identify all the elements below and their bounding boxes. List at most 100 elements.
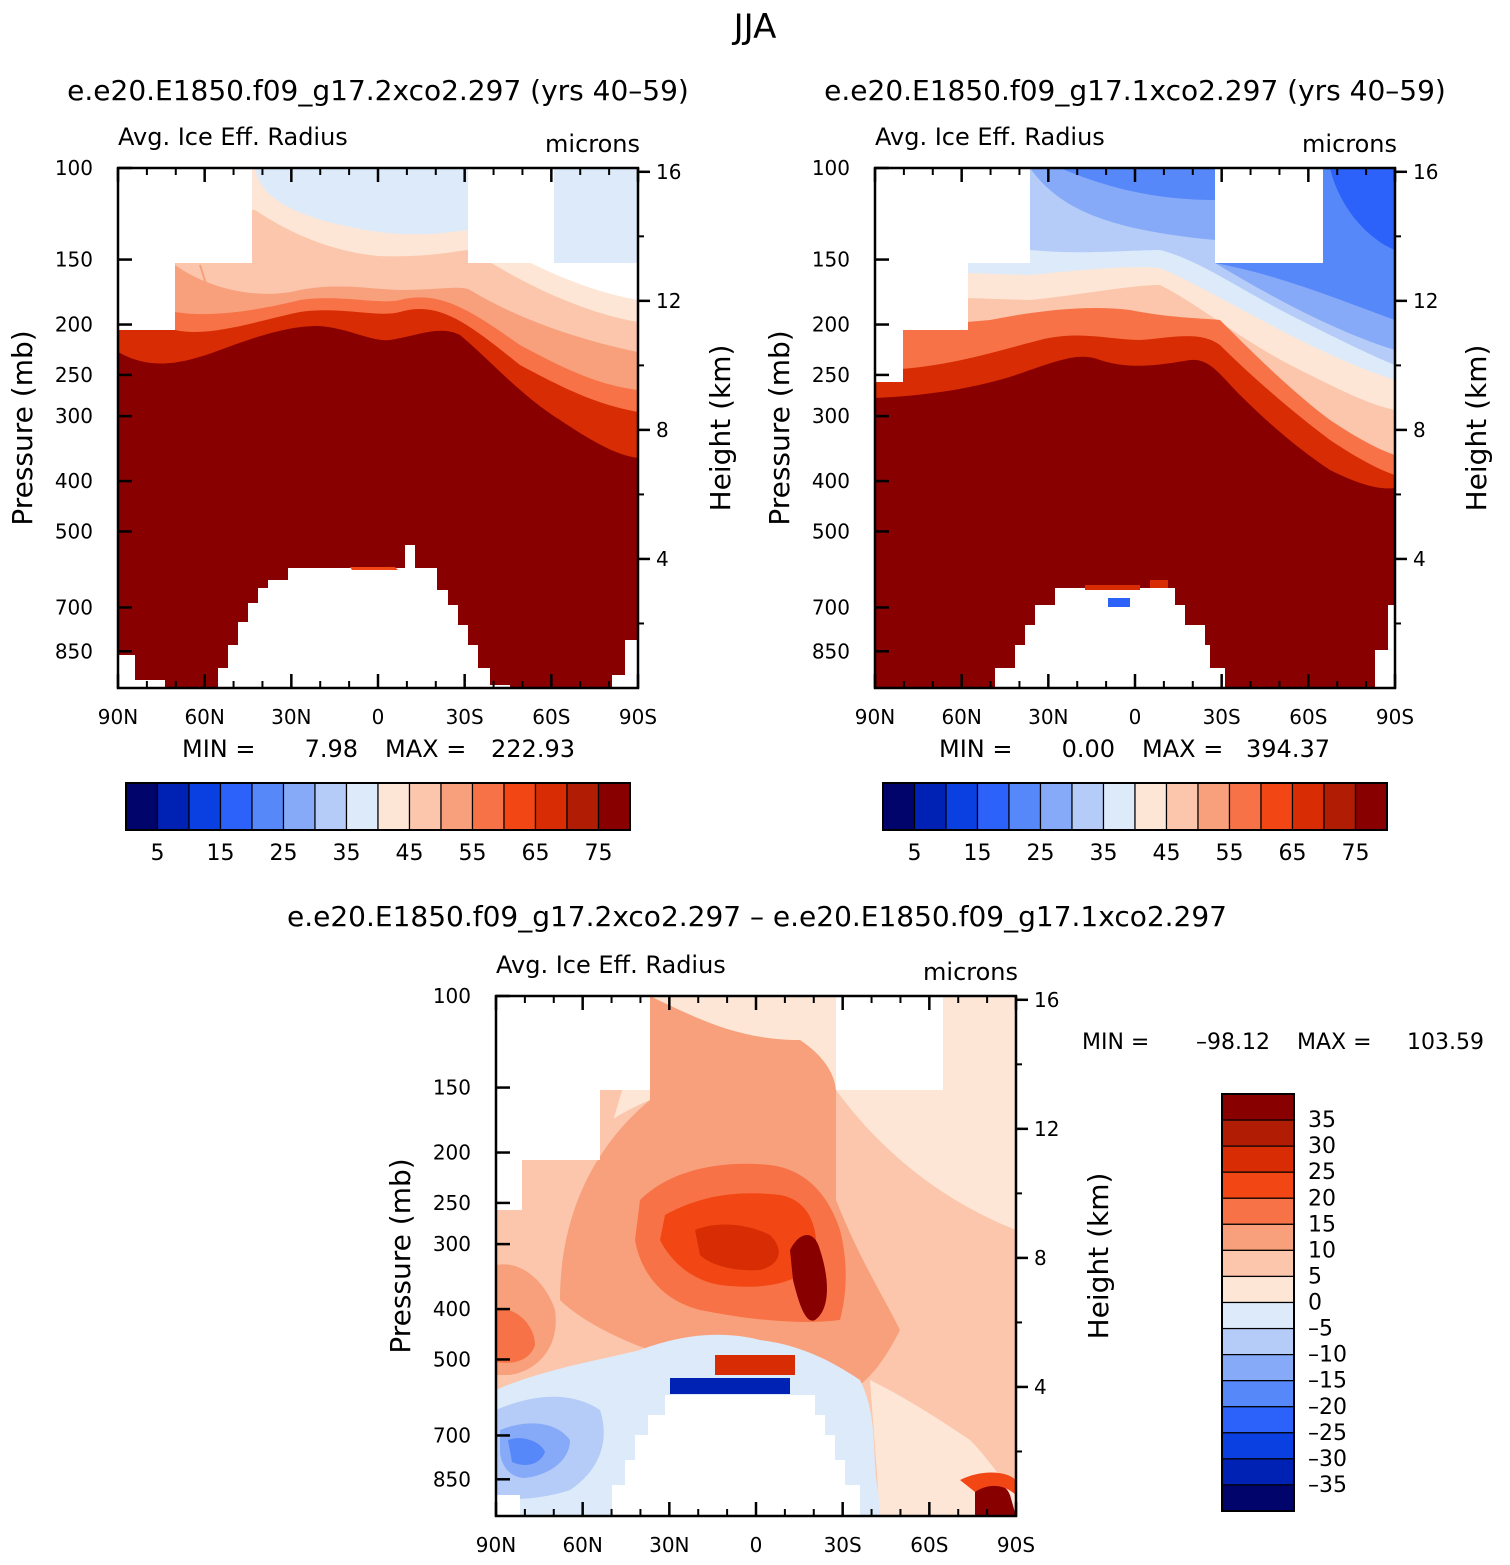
panel-3-spot-dipole-red — [715, 1355, 795, 1375]
panel-2-colorbar-label: 5 — [908, 841, 922, 866]
panel-3-colorbar-label: 15 — [1308, 1212, 1336, 1237]
panel-1-colorbar-swatch — [282, 782, 316, 831]
panel-1-ytick-label: 850 — [55, 639, 93, 663]
panel-1-xtick-label: 30N — [271, 705, 311, 729]
panel-1-colorbar-swatch — [125, 782, 159, 831]
panel-2-colorbar-frame — [882, 782, 1388, 831]
panel-1-colorbar-swatch — [219, 782, 253, 831]
panel-3-colorbar-label: 0 — [1308, 1291, 1322, 1316]
panel-2-colorbar-label: 75 — [1342, 841, 1370, 866]
panel-1-xtick-label: 60S — [532, 705, 570, 729]
panel-1-xtick-label: 60N — [184, 705, 224, 729]
panel-2-colorbar-swatch — [1354, 782, 1388, 831]
panel-3-ytick-label: 250 — [433, 1191, 471, 1215]
panel-3-variable: Avg. Ice Eff. Radius — [496, 951, 726, 979]
panel-2-xtick-label: 90S — [1376, 705, 1414, 729]
panel-1-ytick-label: 150 — [55, 248, 93, 272]
panel-2-xtick-label: 30N — [1028, 705, 1068, 729]
panel-1-colorbar-swatch — [345, 782, 379, 831]
panel-2-colorbar-swatch — [1102, 782, 1136, 831]
panel-3-y2tick-label: 4 — [1034, 1375, 1047, 1399]
panel-1-colorbar-swatch — [188, 782, 222, 831]
page-title: JJA — [732, 7, 777, 47]
panel-2-ytick-label: 850 — [812, 639, 850, 663]
panel-3: e.e20.E1850.f09_g17.2xco2.297 – e.e20.E1… — [287, 900, 1484, 1557]
panel-3-colorbar-label: –20 — [1308, 1395, 1347, 1420]
panel-2-ytick-label: 300 — [812, 404, 850, 428]
panel-3-min-label: MIN = — [1082, 1030, 1149, 1055]
panel-3-colorbar-label: –10 — [1308, 1343, 1347, 1368]
panel-2-ytick-label: 150 — [812, 248, 850, 272]
panel-3-spot-dipole-blue — [670, 1378, 790, 1394]
panel-2-xtick-label: 30S — [1203, 705, 1241, 729]
panel-2-units: microns — [1302, 130, 1397, 158]
panel-3-ytick-label: 700 — [433, 1423, 471, 1447]
panel-3-xtick-label: 90N — [476, 1533, 516, 1557]
panel-2-colorbar-label: 15 — [964, 841, 992, 866]
panel-1-colorbar-swatch — [251, 782, 285, 831]
panel-1-ytick-label: 200 — [55, 313, 93, 337]
panel-3-band-left-orange-core — [496, 1309, 535, 1363]
panel-1-y2tick-label: 16 — [656, 160, 681, 184]
panel-1-colorbar-swatch — [566, 782, 600, 831]
panel-1-colorbar-swatch — [597, 782, 631, 831]
panel-1-variable: Avg. Ice Eff. Radius — [118, 123, 348, 151]
panel-3-units: microns — [923, 958, 1018, 986]
panel-2-colorbar-swatch — [1197, 782, 1231, 831]
panel-3-colorbar-label: 25 — [1308, 1160, 1336, 1185]
panel-2-ylabel2: Height (km) — [1460, 345, 1493, 512]
panel-3-colorbar-label: –15 — [1308, 1369, 1347, 1394]
panel-2-ytick-label: 500 — [812, 519, 850, 543]
panel-1-ytick-label: 400 — [55, 469, 93, 493]
panel-3-xtick-label: 30S — [824, 1533, 862, 1557]
panel-3-colorbar-swatch — [1221, 1171, 1295, 1199]
panel-2-colorbar-swatch — [945, 782, 979, 831]
panel-3-colorbar-swatch — [1221, 1327, 1295, 1356]
panel-1-min-label: MIN = — [182, 735, 255, 763]
panel-1-y2tick-label: 12 — [656, 289, 681, 313]
panel-2-min-value: 0.00 — [1062, 735, 1115, 763]
panel-3-colorbar-swatch — [1221, 1197, 1295, 1225]
panel-3-band-orange-d — [695, 1224, 779, 1271]
panel-3-colorbar-swatch — [1221, 1432, 1295, 1460]
panel-2-colorbar-swatch — [1165, 782, 1199, 831]
panel-3-colorbar-swatch — [1221, 1145, 1295, 1173]
panel-3-axes: 90N 60N 30N 0 30S 60S 90S 100 150 200 250 300 400 500… — [433, 984, 1060, 1557]
panel-1-y2tick-label: 4 — [656, 547, 669, 571]
panel-2-y2tick-label: 16 — [1413, 160, 1438, 184]
panel-2-ytick-label: 200 — [812, 313, 850, 337]
panel-3-colorbar-label: –35 — [1308, 1473, 1347, 1498]
panel-1-ytick-label: 100 — [55, 156, 93, 180]
panel-3-xtick-label: 30N — [649, 1533, 689, 1557]
panel-2-title: e.e20.E1850.f09_g17.1xco2.297 (yrs 40–59… — [824, 74, 1446, 107]
panel-2-colorbar-label: 45 — [1153, 841, 1181, 866]
panel-1-colorbar: 5 15 25 35 45 55 65 75 — [125, 782, 631, 866]
panel-2-max-label: MAX = — [1142, 735, 1223, 763]
panel-3-colorbar-swatch — [1221, 1380, 1295, 1408]
panel-1-axes: 90N 60N 30N 0 30S 60S 90S 100 150 200 250 300 400 500… — [55, 156, 682, 729]
panel-2-band-i — [875, 356, 1395, 688]
panel-3-xtick-label: 90S — [997, 1533, 1035, 1557]
panel-1-colorbar-label: 25 — [270, 841, 298, 866]
panel-1-y2tick-label: 8 — [656, 418, 669, 442]
panel-3-ytick-label: 400 — [433, 1297, 471, 1321]
panel-1-colorbar-frame — [125, 782, 631, 831]
panel-3-colorbar-frame — [1221, 1093, 1295, 1512]
panel-1-xtick-label: 90S — [619, 705, 657, 729]
panel-2-ytick-label: 100 — [812, 156, 850, 180]
panel-2-xtick-label: 60S — [1289, 705, 1327, 729]
panel-2-xtick-label: 0 — [1129, 705, 1142, 729]
panel-3-colorbar-swatch — [1221, 1354, 1295, 1382]
panel-2-plot — [875, 168, 1395, 688]
panel-1-colorbar-label: 15 — [207, 841, 235, 866]
panel-2-colorbar-swatch — [1134, 782, 1168, 831]
panel-3-colorbar-swatch — [1221, 1119, 1295, 1147]
panel-3-ylabel2: Height (km) — [1082, 1173, 1115, 1340]
panel-2-colorbar-swatch — [1323, 782, 1357, 831]
panel-3-colorbar-label: 20 — [1308, 1186, 1336, 1211]
panel-2-colorbar-swatch — [913, 782, 947, 831]
panel-3-title: e.e20.E1850.f09_g17.2xco2.297 – e.e20.E1… — [287, 900, 1227, 933]
panel-1-min-value: 7.98 — [305, 735, 358, 763]
panel-3-colorbar-swatch — [1221, 1093, 1295, 1121]
